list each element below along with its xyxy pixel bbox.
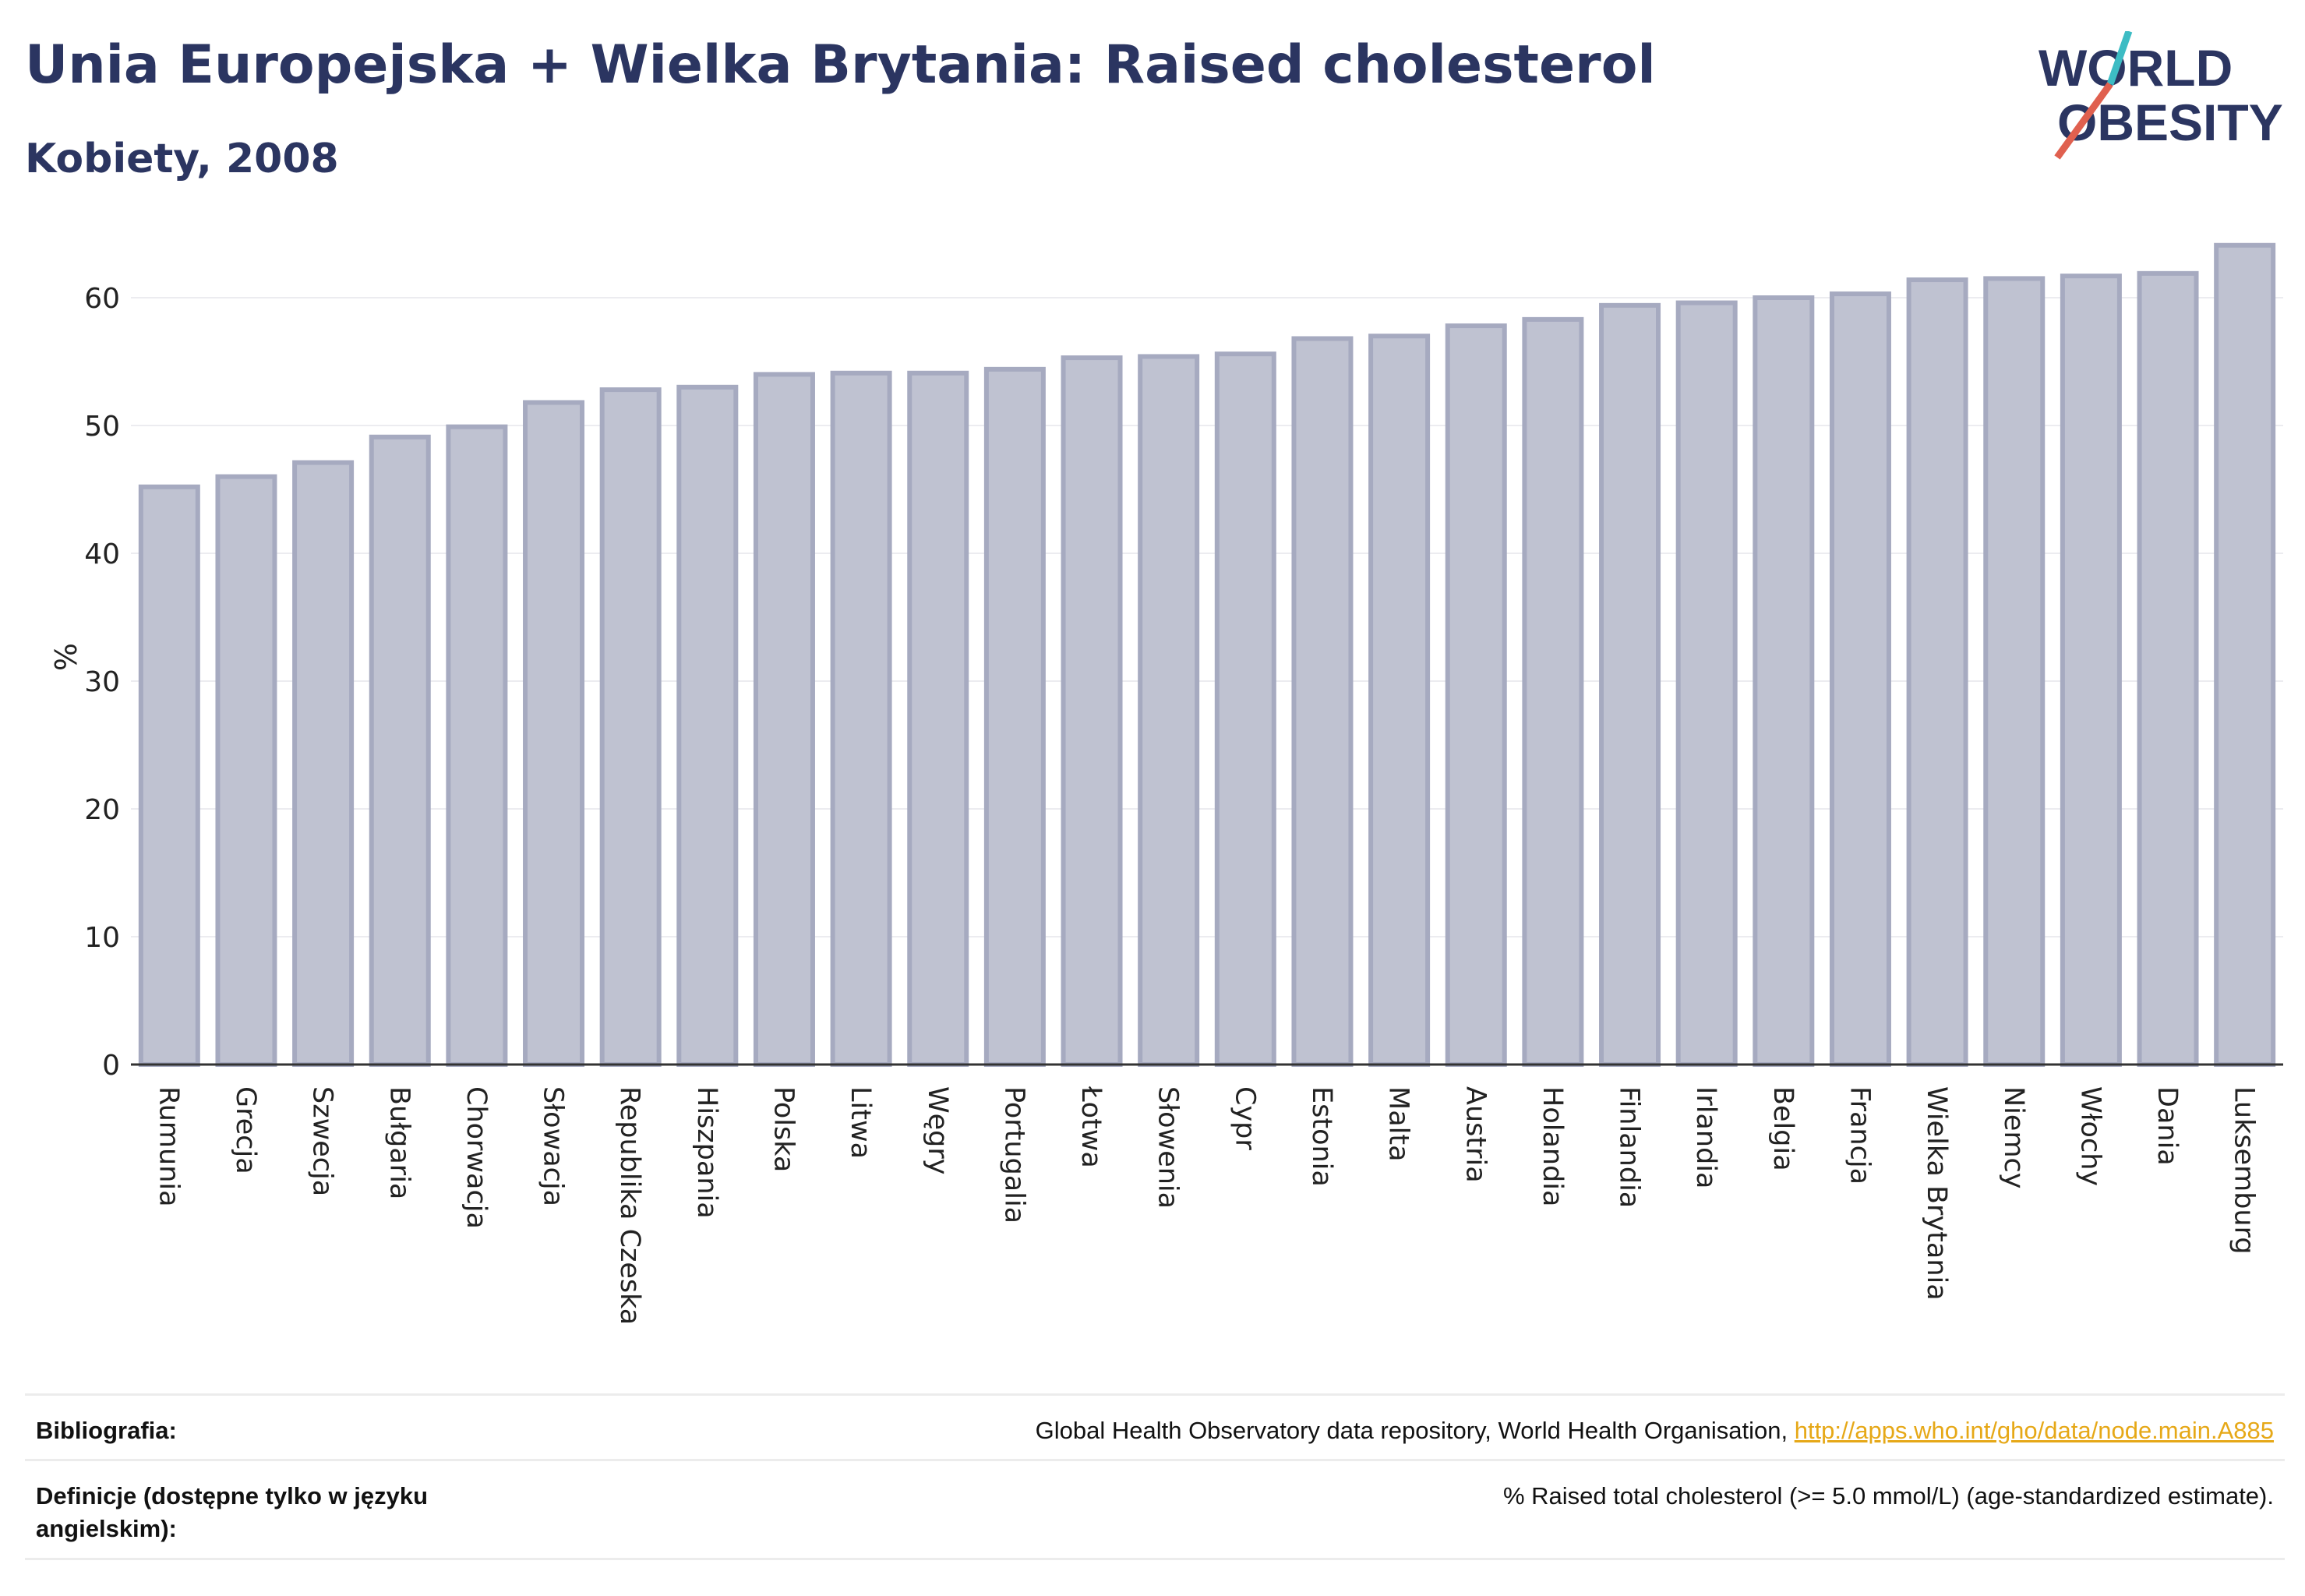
- bar: [1983, 276, 2046, 1067]
- bar: [369, 434, 431, 1067]
- x-tick-label: Chorwacja: [461, 1086, 492, 1229]
- bar: [446, 424, 508, 1067]
- x-tick-label: Rumunia: [153, 1086, 184, 1207]
- y-axis-ticks: 0 10 20 30 40 50 60: [84, 283, 120, 1082]
- bar: [1522, 316, 1584, 1067]
- logo-slash-top: [2106, 31, 2133, 86]
- bar: [138, 484, 200, 1067]
- bar: [2137, 270, 2199, 1067]
- bar: [1061, 355, 1123, 1067]
- footer-definitions: Definicje (dostępne tylko w języku angie…: [25, 1459, 2285, 1560]
- bar: [523, 400, 585, 1067]
- chart-subtitle: Kobiety, 2008: [25, 136, 339, 182]
- logo-line-1: WORLD: [2038, 39, 2233, 97]
- x-tick-label: Austria: [1460, 1086, 1491, 1183]
- x-tick-label: Niemcy: [1998, 1086, 2029, 1189]
- x-tick-label: Estonia: [1306, 1086, 1337, 1187]
- x-tick-label: Łotwa: [1075, 1086, 1107, 1168]
- y-tick-label: 0: [102, 1050, 120, 1082]
- bar: [1214, 351, 1276, 1068]
- chart-title: Unia Europejska + Wielka Brytania: Raise…: [25, 34, 1656, 96]
- definitions-label: Definicje (dostępne tylko w języku angie…: [36, 1482, 429, 1542]
- bibliography-link[interactable]: http://apps.who.int/gho/data/node.main.A…: [1794, 1417, 2274, 1444]
- bar-chart: 0 10 20 30 40 50 60 Rumunia Grecja Szwecja Bułgar…: [48, 242, 2283, 1325]
- y-tick-label: 60: [84, 283, 120, 315]
- y-tick-label: 10: [84, 922, 120, 954]
- x-tick-label: Słowacja: [538, 1086, 569, 1206]
- x-tick-label: Grecja: [230, 1086, 261, 1174]
- x-tick-label: Holandia: [1537, 1086, 1568, 1206]
- world-obesity-logo: WORLD OBESITY: [2038, 31, 2283, 160]
- x-tick-label: Irlandia: [1690, 1086, 1721, 1188]
- x-tick-label: Słowenia: [1152, 1086, 1184, 1209]
- x-axis-ticks: Rumunia Grecja Szwecja Bułgaria Chorwacja Sło…: [153, 1086, 2259, 1325]
- bar: [292, 460, 355, 1067]
- x-tick-label: Cypr: [1229, 1086, 1260, 1150]
- y-tick-label: 40: [84, 538, 120, 570]
- bar: [753, 372, 815, 1067]
- x-tick-label: Litwa: [845, 1086, 876, 1159]
- bar: [1753, 295, 1815, 1067]
- bar: [907, 370, 969, 1067]
- x-tick-label: Wielka Brytania: [1921, 1086, 1952, 1301]
- x-tick-label: Belgia: [1767, 1086, 1798, 1171]
- x-tick-label: Dania: [2151, 1086, 2183, 1166]
- x-tick-label: Bułgaria: [383, 1086, 415, 1199]
- x-tick-label: Węgry: [922, 1086, 953, 1174]
- bar: [1138, 354, 1200, 1067]
- footer-bibliography: Bibliografia: Global Health Observatory …: [25, 1393, 2285, 1460]
- x-tick-label: Malta: [1383, 1086, 1414, 1162]
- bar: [1368, 334, 1431, 1067]
- x-tick-label: Polska: [768, 1086, 799, 1172]
- x-tick-label: Finlandia: [1614, 1086, 1645, 1208]
- bar: [1906, 277, 1968, 1068]
- bar: [1291, 336, 1354, 1068]
- bar: [1445, 323, 1507, 1067]
- x-tick-label: Republika Czeska: [614, 1086, 645, 1325]
- bar: [983, 366, 1046, 1067]
- bar: [1675, 300, 1738, 1067]
- bibliography-value: Global Health Observatory data repositor…: [1036, 1414, 2274, 1447]
- x-tick-label: Hiszpania: [691, 1086, 722, 1219]
- y-tick-label: 30: [84, 666, 120, 698]
- x-tick-label: Francja: [1844, 1086, 1875, 1185]
- bar: [215, 474, 277, 1067]
- x-tick-label: Portugalia: [998, 1086, 1029, 1223]
- y-tick-label: 20: [84, 794, 120, 826]
- bar: [676, 384, 739, 1067]
- bar: [599, 387, 662, 1067]
- logo-slash-bottom: [2054, 82, 2113, 160]
- x-tick-label: Szwecja: [307, 1086, 338, 1196]
- x-tick-label: Włochy: [2074, 1086, 2106, 1186]
- bars: [138, 242, 2276, 1068]
- bibliography-text: Global Health Observatory data repositor…: [1035, 1417, 1795, 1444]
- bar: [2214, 242, 2276, 1067]
- bar: [1829, 291, 1891, 1067]
- y-tick-label: 50: [84, 411, 120, 443]
- y-axis-label: %: [48, 643, 82, 671]
- bar: [2060, 274, 2122, 1067]
- bibliography-label: Bibliografia:: [36, 1417, 177, 1444]
- bar: [830, 370, 892, 1067]
- bar: [1599, 302, 1661, 1067]
- definitions-text: % Raised total cholesterol (>= 5.0 mmol/…: [1502, 1482, 2274, 1509]
- x-tick-label: Luksemburg: [2229, 1086, 2260, 1255]
